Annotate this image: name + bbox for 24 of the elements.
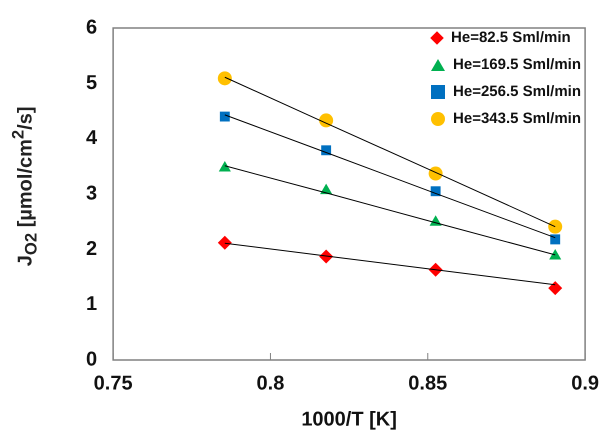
point: [548, 220, 562, 234]
point: [220, 112, 230, 122]
y-tick-label: 0: [86, 348, 98, 371]
y-tick-label: 1: [86, 293, 98, 316]
point: [428, 166, 443, 181]
legend-label: He=169.5 Sml/min: [453, 56, 581, 73]
y-tick-label: 6: [86, 16, 98, 39]
point: [218, 236, 232, 250]
legend-label: He=343.5 Sml/min: [453, 110, 581, 127]
point: [218, 71, 232, 86]
x-tick-label: 0.85: [408, 372, 448, 395]
point: [550, 234, 560, 244]
y-tick-label: 2: [86, 238, 98, 260]
x-tick-label: 0.75: [94, 372, 133, 395]
x-axis-title: 1000/T [K]: [301, 408, 397, 431]
legend-label: He=82.5 Sml/min: [451, 29, 571, 46]
x-tick-label: 0.9: [571, 372, 600, 395]
point: [548, 281, 562, 296]
point: [319, 113, 334, 128]
y-tick-label: 5: [86, 72, 98, 94]
y-tick-label: 4: [86, 127, 98, 150]
legend-label: He=256.5 Sml/min: [453, 83, 581, 100]
y-tick-label: 3: [86, 182, 98, 205]
x-tick-label: 0.8: [256, 372, 284, 395]
